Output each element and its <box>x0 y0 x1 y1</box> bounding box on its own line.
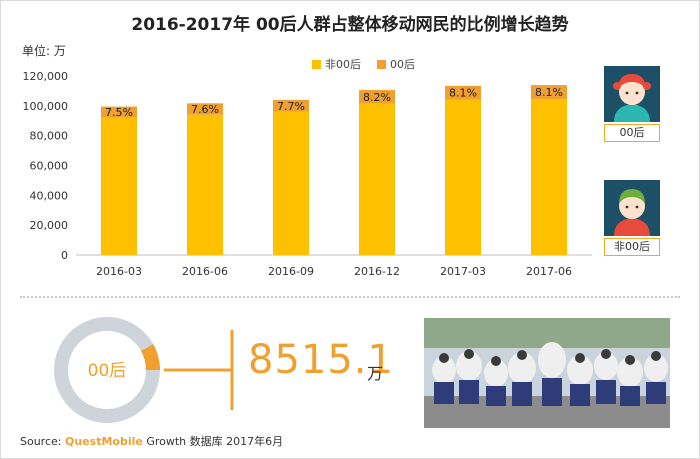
bar-chart: 0 20,000 40,000 60,000 80,000 100,000 120,000 7… <box>23 70 592 278</box>
legend-item-non00: 非00后 <box>312 56 361 72</box>
chart-title: 2016-2017年 00后人群占整体移动网民的比例增长趋势 <box>131 15 569 35</box>
data-label: 7.5% <box>105 106 133 119</box>
persona-non00: 非00后 <box>604 180 660 256</box>
bar-00 <box>273 99 309 112</box>
y-tick-label: 0 <box>61 249 68 262</box>
x-tick-label: 2016-12 <box>354 265 400 278</box>
summary-donut: 00后 <box>54 317 234 423</box>
donut-label: 00后 <box>88 361 127 381</box>
students-photo <box>424 318 670 428</box>
summary-value: 8515.1 <box>248 337 394 383</box>
source-prefix: Source: <box>20 435 62 448</box>
y-tick-label: 20,000 <box>30 219 69 232</box>
bar-00 <box>359 90 395 104</box>
persona-non00-label: 非00后 <box>604 238 660 256</box>
data-label: 8.2% <box>363 91 391 104</box>
persona-00: 00后 <box>604 66 660 142</box>
bar-00 <box>445 85 481 100</box>
data-label: 8.1% <box>535 86 563 99</box>
bar-non00 <box>273 111 309 255</box>
summary-unit: 万 <box>367 364 384 383</box>
unit-label: 单位: 万 <box>22 44 66 58</box>
x-tick-label: 2017-06 <box>526 265 572 278</box>
source-rest: Growth 数据库 2017年6月 <box>146 435 284 448</box>
x-tick-label: 2016-03 <box>96 265 142 278</box>
y-tick-label: 80,000 <box>30 130 69 143</box>
bar-00 <box>101 106 137 118</box>
legend-label-00: 00后 <box>390 58 415 71</box>
x-tick-label: 2016-06 <box>182 265 228 278</box>
x-tick-label: 2016-09 <box>268 265 314 278</box>
persona-non00-avatar-icon <box>604 180 660 236</box>
bar-non00 <box>445 99 481 256</box>
y-tick-label: 120,000 <box>23 70 69 83</box>
donut-slice-00 <box>140 344 160 371</box>
bar-non00 <box>359 103 395 256</box>
data-label: 8.1% <box>449 87 477 100</box>
bar-non00 <box>187 114 223 256</box>
legend: 非00后 00后 <box>312 56 425 72</box>
data-label: 7.6% <box>191 103 219 116</box>
x-tick-label: 2017-03 <box>440 265 486 278</box>
legend-swatch-00 <box>377 59 386 69</box>
source-line: Source: QuestMobile Growth 数据库 2017年6月 <box>20 433 283 449</box>
y-tick-label: 100,000 <box>23 100 69 113</box>
persona-00-label: 00后 <box>604 124 660 142</box>
y-tick-label: 40,000 <box>30 189 69 202</box>
bar-non00 <box>101 117 137 256</box>
bar-00 <box>531 85 567 99</box>
data-label: 7.7% <box>277 100 305 113</box>
section-divider <box>20 296 680 298</box>
bar-00 <box>187 103 223 115</box>
legend-label-non00: 非00后 <box>325 58 361 71</box>
bar-non00 <box>531 98 567 255</box>
legend-swatch-non00 <box>312 59 321 69</box>
y-tick-label: 60,000 <box>30 160 69 173</box>
persona-00-avatar-icon <box>604 66 660 122</box>
source-brand: QuestMobile <box>65 435 143 448</box>
legend-item-00: 00后 <box>377 56 415 72</box>
